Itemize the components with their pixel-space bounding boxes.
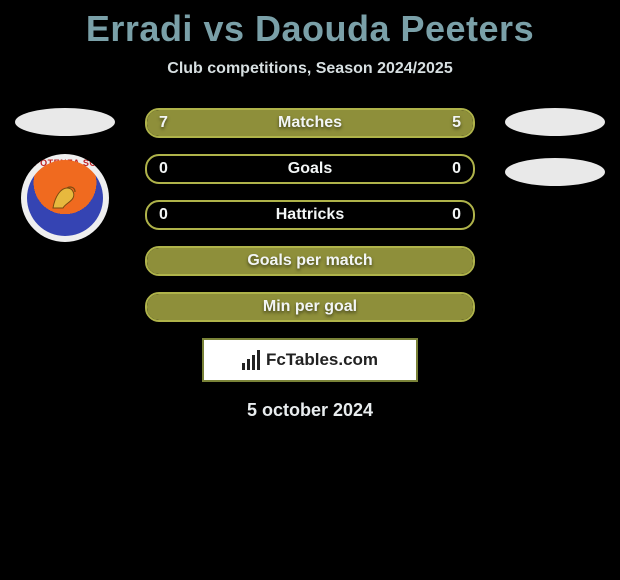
bar-label: Min per goal <box>263 298 357 316</box>
bar-label: Goals <box>288 160 332 178</box>
fctables-logo: FcTables.com <box>202 338 418 382</box>
bar-value-right: 0 <box>452 206 461 224</box>
bar-value-right: 0 <box>452 160 461 178</box>
stat-bar-min-per-goal: Min per goal <box>145 292 475 322</box>
snapshot-date: 5 october 2024 <box>0 400 620 421</box>
club-badge-left: POTENZA SC <box>21 154 109 242</box>
page-subtitle: Club competitions, Season 2024/2025 <box>0 60 620 78</box>
bar-label: Goals per match <box>247 252 372 270</box>
logo-bars-icon <box>242 350 260 370</box>
left-player-column: POTENZA SC <box>10 108 120 242</box>
bar-value-right: 5 <box>452 114 461 132</box>
stat-bar-goals-per-match: Goals per match <box>145 246 475 276</box>
player-right-placeholder <box>505 108 605 136</box>
right-player-column <box>500 108 610 204</box>
stat-bar-goals: 0 0 Goals <box>145 154 475 184</box>
club-lion-icon <box>45 178 85 218</box>
logo-text: FcTables.com <box>266 350 378 370</box>
bar-label: Hattricks <box>276 206 344 224</box>
page-title: Erradi vs Daouda Peeters <box>0 0 620 50</box>
comparison-content: POTENZA SC 7 5 Matches 0 0 Goals 0 0 Hattricks Go… <box>0 108 620 421</box>
stat-bars: 7 5 Matches 0 0 Goals 0 0 Hattricks Goals per mat… <box>145 108 475 322</box>
club-right-placeholder <box>505 158 605 186</box>
club-badge-inner <box>27 160 103 236</box>
bar-value-left: 0 <box>159 160 168 178</box>
stat-bar-matches: 7 5 Matches <box>145 108 475 138</box>
stat-bar-hattricks: 0 0 Hattricks <box>145 200 475 230</box>
bar-label: Matches <box>278 114 342 132</box>
bar-value-left: 7 <box>159 114 168 132</box>
player-left-placeholder <box>15 108 115 136</box>
bar-value-left: 0 <box>159 206 168 224</box>
